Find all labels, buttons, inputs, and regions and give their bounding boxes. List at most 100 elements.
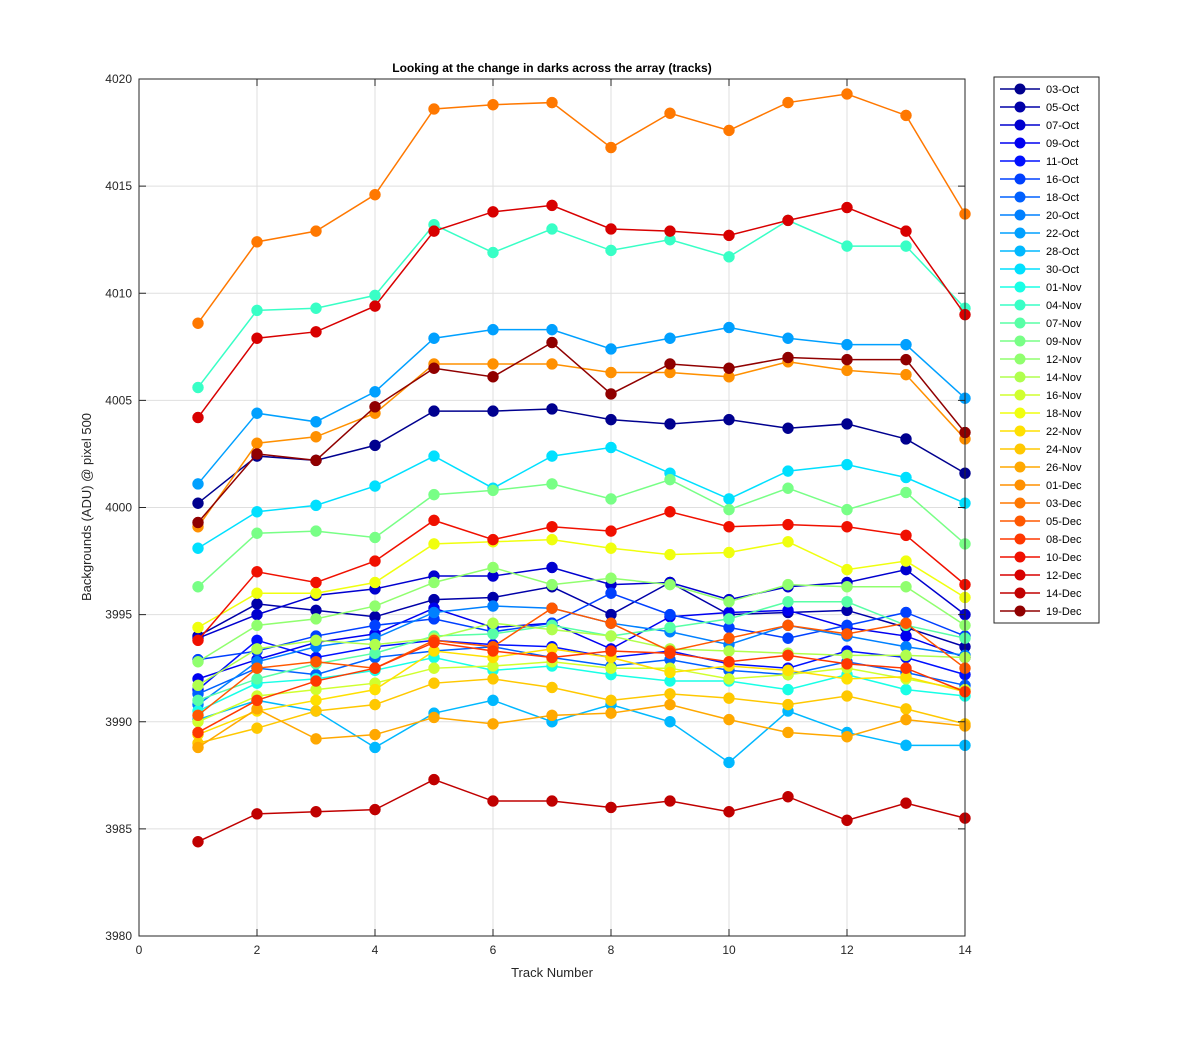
legend-label: 19-Dec (1046, 606, 1082, 618)
legend-marker (1014, 317, 1026, 329)
data-point (192, 741, 204, 754)
data-point (192, 381, 204, 394)
data-point (605, 645, 617, 657)
data-point (605, 343, 617, 355)
data-point (192, 726, 204, 739)
data-point (546, 623, 558, 636)
data-point (369, 300, 381, 312)
data-point (487, 561, 499, 574)
data-point (900, 225, 912, 237)
data-point (369, 401, 381, 413)
legend-label: 16-Nov (1046, 390, 1082, 402)
data-point (251, 236, 263, 248)
legend-marker (1014, 353, 1026, 365)
data-point (487, 323, 499, 336)
data-point (546, 358, 558, 370)
legend-marker (1014, 245, 1026, 257)
legend-item: 16-Oct (1000, 173, 1079, 186)
series-line (197, 511, 966, 641)
data-point (310, 416, 322, 428)
legend-item: 05-Dec (1000, 515, 1082, 528)
data-point (192, 694, 204, 707)
data-point (841, 521, 853, 533)
data-point (723, 656, 735, 668)
legend-marker (1014, 551, 1026, 563)
legend-item: 11-Oct (1000, 155, 1078, 168)
data-point (841, 418, 853, 430)
legend-marker (1014, 83, 1026, 95)
legend-label: 07-Oct (1046, 120, 1079, 132)
data-point (369, 289, 381, 302)
data-point (664, 688, 676, 700)
legend-label: 05-Dec (1046, 516, 1082, 528)
data-point (546, 578, 558, 591)
data-point (369, 555, 381, 567)
y-tick-label: 3995 (105, 608, 132, 622)
data-point (782, 649, 794, 662)
legend-item: 14-Dec (1000, 587, 1082, 600)
data-point (605, 801, 617, 814)
data-point (428, 576, 440, 589)
data-point (900, 739, 912, 752)
legend-marker (1014, 335, 1026, 347)
data-point (546, 521, 558, 533)
legend-item: 12-Nov (1000, 353, 1082, 366)
y-tick-label: 4005 (105, 393, 132, 407)
data-point (605, 662, 617, 674)
legend-item: 22-Oct (1000, 227, 1079, 240)
data-point (428, 405, 440, 417)
legend-label: 01-Dec (1046, 480, 1082, 492)
legend-item: 18-Nov (1000, 407, 1082, 420)
data-point (192, 679, 204, 692)
legend-marker (1014, 587, 1026, 599)
data-point (310, 733, 322, 745)
legend-label: 01-Nov (1046, 282, 1082, 294)
data-point (900, 581, 912, 593)
data-point (428, 773, 440, 786)
data-point (605, 141, 617, 154)
legend-item: 18-Oct (1000, 191, 1079, 204)
data-point (428, 225, 440, 237)
data-point (605, 525, 617, 537)
legend-label: 16-Oct (1046, 174, 1079, 186)
series-line (197, 566, 966, 663)
legend-item: 24-Nov (1000, 443, 1082, 456)
legend-marker (1014, 389, 1026, 401)
data-point (605, 630, 617, 642)
data-point (369, 698, 381, 711)
data-point (251, 527, 263, 539)
data-point (546, 403, 558, 415)
data-point (605, 542, 617, 554)
data-point (192, 411, 204, 424)
data-point (841, 581, 853, 593)
data-point (310, 587, 322, 599)
data-point (369, 728, 381, 741)
data-point (310, 634, 322, 647)
series-line (197, 703, 966, 749)
data-point (841, 338, 853, 351)
series-line (197, 661, 966, 723)
data-point (310, 656, 322, 668)
legend-label: 20-Oct (1046, 210, 1079, 222)
data-point (900, 338, 912, 351)
data-point (782, 664, 794, 677)
data-point (605, 388, 617, 400)
data-point (900, 797, 912, 809)
legend-item: 28-Oct (1000, 245, 1079, 258)
data-point (605, 366, 617, 379)
data-point (723, 713, 735, 726)
data-point (428, 450, 440, 462)
legend-item: 01-Dec (1000, 479, 1082, 492)
legend-item: 26-Nov (1000, 461, 1082, 474)
legend-label: 14-Nov (1046, 372, 1082, 384)
data-point (900, 683, 912, 696)
data-point (782, 96, 794, 109)
data-point (664, 698, 676, 711)
data-point (369, 600, 381, 612)
data-point (310, 525, 322, 537)
data-point (841, 658, 853, 670)
legend-label: 22-Oct (1046, 228, 1079, 240)
data-point (251, 587, 263, 599)
data-point (723, 503, 735, 516)
data-point (723, 251, 735, 263)
